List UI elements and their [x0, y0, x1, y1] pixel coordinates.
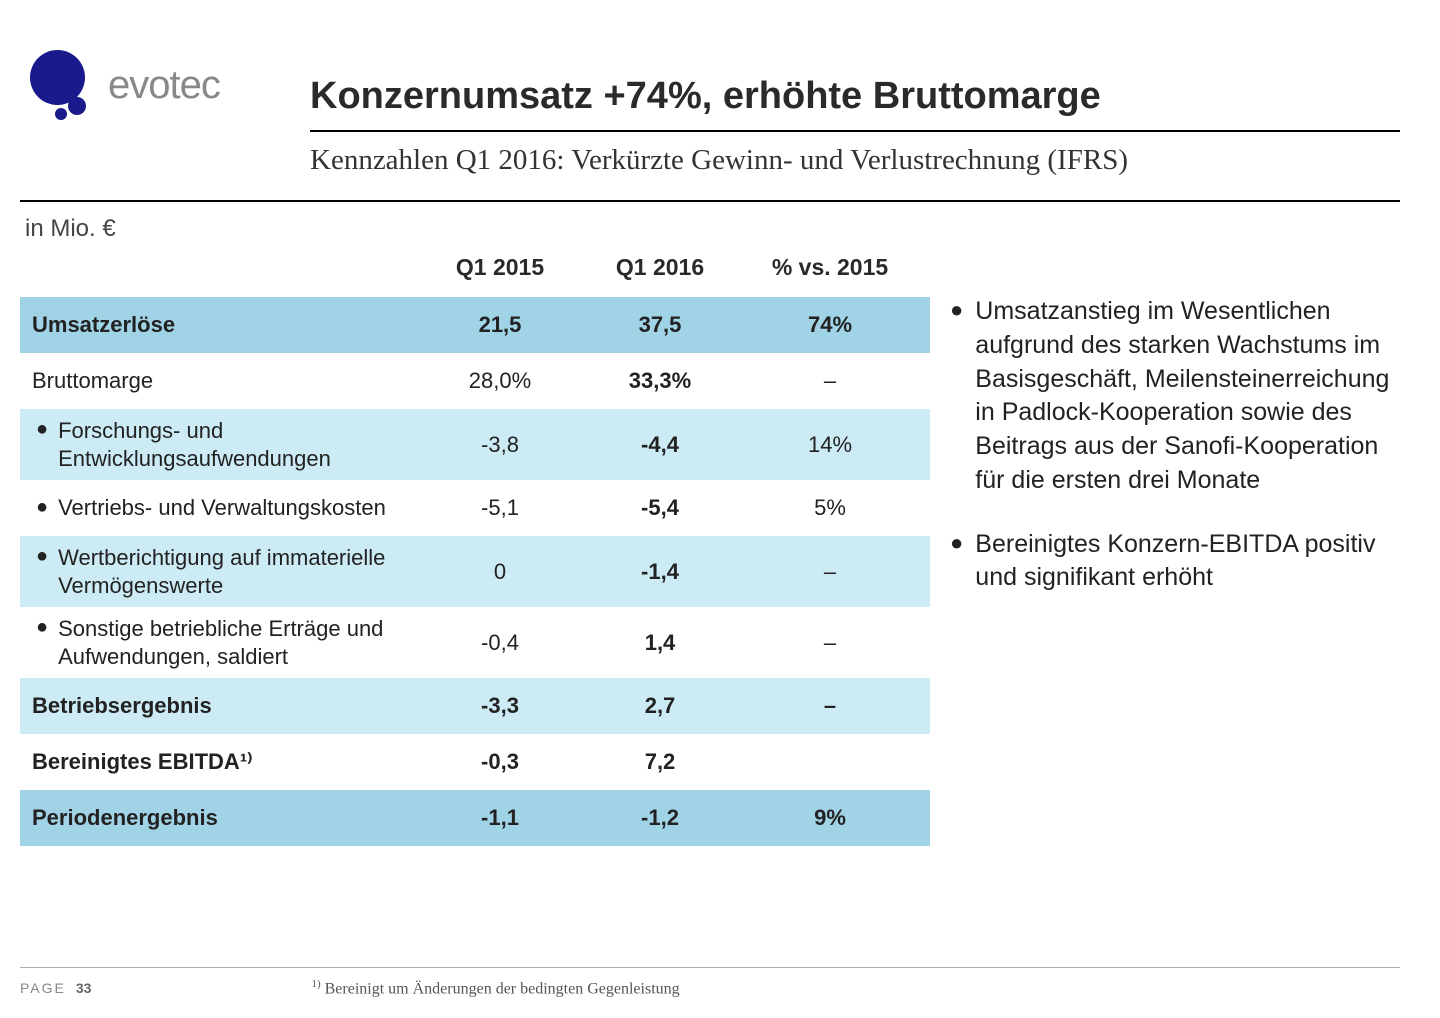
- cell-pct: –: [740, 368, 920, 394]
- cell-q1-2016: -1,4: [580, 559, 740, 585]
- commentary-item: ●Umsatzanstieg im Wesentlichen aufgrund …: [950, 295, 1400, 498]
- cell-q1-2016: 1,4: [580, 630, 740, 656]
- slide-title: Konzernumsatz +74%, erhöhte Bruttomarge: [310, 75, 1101, 118]
- subtitle-divider: Kennzahlen Q1 2016: Verkürzte Gewinn- un…: [310, 130, 1400, 177]
- table-row: ●Wertberichtigung auf immaterielle Vermö…: [20, 536, 930, 607]
- footnote: 1) Bereinigt um Änderungen der bedingten…: [311, 978, 679, 998]
- row-label: ●Wertberichtigung auf immaterielle Vermö…: [20, 544, 420, 599]
- cell-q1-2016: -4,4: [580, 432, 740, 458]
- cell-q1-2016: -5,4: [580, 495, 740, 521]
- cell-q1-2015: -3,3: [420, 693, 580, 719]
- cell-q1-2016: -1,2: [580, 805, 740, 831]
- col-header-q1-2015: Q1 2015: [420, 254, 580, 281]
- col-header-pct: % vs. 2015: [740, 254, 920, 281]
- logo-text: evotec: [108, 63, 220, 108]
- table-row: Bruttomarge28,0%33,3%–: [20, 353, 930, 409]
- cell-q1-2015: -0,3: [420, 749, 580, 775]
- table-row: ●Vertriebs- und Verwaltungskosten-5,1-5,…: [20, 480, 930, 536]
- horizontal-rule: [20, 200, 1400, 202]
- table-row: Bereinigtes EBITDA¹⁾-0,37,2: [20, 734, 930, 790]
- row-label: ●Sonstige betriebliche Erträge und Aufwe…: [20, 615, 420, 670]
- bullet-icon: ●: [950, 295, 975, 498]
- cell-pct: 5%: [740, 495, 920, 521]
- table-row: Umsatzerlöse21,537,574%: [20, 297, 930, 353]
- commentary-item: ●Bereinigtes Konzern-EBITDA positiv und …: [950, 528, 1400, 596]
- cell-q1-2016: 7,2: [580, 749, 740, 775]
- table-row: Betriebsergebnis-3,32,7–: [20, 678, 930, 734]
- row-label: Periodenergebnis: [20, 805, 420, 831]
- cell-q1-2015: -0,4: [420, 630, 580, 656]
- cell-pct: –: [740, 559, 920, 585]
- cell-pct: 74%: [740, 312, 920, 338]
- row-label: Umsatzerlöse: [20, 312, 420, 338]
- cell-q1-2016: 37,5: [580, 312, 740, 338]
- row-label: Bruttomarge: [20, 368, 420, 394]
- cell-q1-2016: 2,7: [580, 693, 740, 719]
- row-label: ●Forschungs- und Entwicklungsaufwendunge…: [20, 417, 420, 472]
- cell-pct: 14%: [740, 432, 920, 458]
- cell-q1-2015: -3,8: [420, 432, 580, 458]
- cell-pct: –: [740, 693, 920, 719]
- col-header-q1-2016: Q1 2016: [580, 254, 740, 281]
- bullet-icon: ●: [32, 544, 58, 599]
- table-row: ●Forschungs- und Entwicklungsaufwendunge…: [20, 409, 930, 480]
- table-row: Periodenergebnis-1,1-1,29%: [20, 790, 930, 846]
- cell-pct: –: [740, 630, 920, 656]
- page-number: 33: [76, 980, 92, 996]
- row-label: ●Vertriebs- und Verwaltungskosten: [20, 495, 420, 521]
- cell-pct: 9%: [740, 805, 920, 831]
- bullet-icon: ●: [32, 417, 58, 472]
- page-label: PAGE: [20, 980, 66, 996]
- row-label: Betriebsergebnis: [20, 693, 420, 719]
- slide-subtitle: Kennzahlen Q1 2016: Verkürzte Gewinn- un…: [310, 132, 1400, 177]
- unit-label: in Mio. €: [25, 215, 116, 243]
- cell-q1-2015: 0: [420, 559, 580, 585]
- slide-footer: PAGE 33 1) Bereinigt um Änderungen der b…: [20, 967, 1400, 998]
- cell-q1-2015: -1,1: [420, 805, 580, 831]
- table-row: ●Sonstige betriebliche Erträge und Aufwe…: [20, 607, 930, 678]
- financial-table: Q1 2015 Q1 2016 % vs. 2015 Umsatzerlöse2…: [20, 248, 930, 846]
- bullet-icon: ●: [32, 615, 58, 670]
- logo-icon: [30, 50, 100, 120]
- row-label: Bereinigtes EBITDA¹⁾: [20, 749, 420, 775]
- bullet-icon: ●: [950, 528, 975, 596]
- bullet-icon: ●: [32, 495, 58, 521]
- cell-q1-2016: 33,3%: [580, 368, 740, 394]
- table-header-row: Q1 2015 Q1 2016 % vs. 2015: [20, 248, 930, 297]
- cell-q1-2015: 28,0%: [420, 368, 580, 394]
- cell-q1-2015: 21,5: [420, 312, 580, 338]
- commentary-sidebar: ●Umsatzanstieg im Wesentlichen aufgrund …: [950, 295, 1400, 625]
- cell-q1-2015: -5,1: [420, 495, 580, 521]
- logo: evotec: [30, 50, 220, 120]
